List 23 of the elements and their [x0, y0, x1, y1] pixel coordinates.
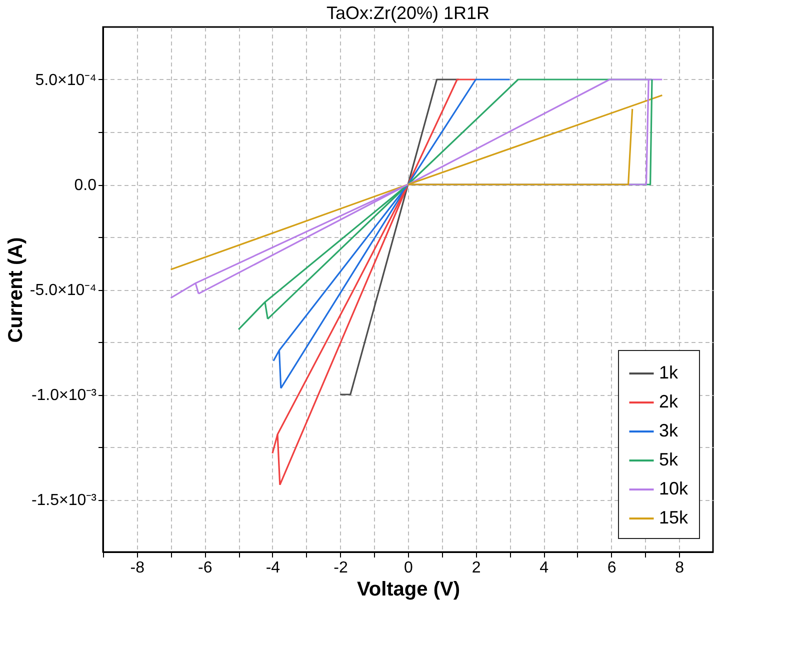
legend-label: 2k — [659, 392, 680, 412]
x-tick-label: 8 — [675, 560, 684, 576]
x-tick-label: -2 — [334, 560, 348, 576]
x-tick-label: 2 — [472, 560, 481, 576]
x-tick-label: 0 — [404, 560, 414, 576]
x-tick-label: -8 — [130, 560, 145, 576]
chart-title: TaOx:Zr(20%) 1R1R — [326, 3, 490, 23]
x-tick-label: -4 — [266, 560, 280, 576]
y-tick-label: 0.0 — [74, 177, 97, 194]
y-tick-label: -1.0×10⁻³ — [31, 387, 98, 404]
legend-label: 1k — [659, 362, 680, 382]
y-tick-label: -1.5×10⁻³ — [31, 492, 98, 509]
legend-label: 15k — [659, 508, 690, 528]
y-tick-label: -5.0×10⁻⁴ — [30, 282, 97, 299]
x-tick-label: 6 — [607, 560, 616, 576]
legend-label: 10k — [659, 478, 690, 498]
legend-label: 5k — [659, 450, 680, 470]
x-axis-title: Voltage (V) — [357, 578, 460, 600]
y-axis-title: Current (A) — [4, 237, 27, 343]
legend-label: 3k — [659, 420, 680, 440]
x-tick-label: -6 — [198, 560, 212, 576]
y-tick-label: 5.0×10⁻⁴ — [35, 72, 97, 89]
x-tick-label: 4 — [540, 560, 549, 576]
